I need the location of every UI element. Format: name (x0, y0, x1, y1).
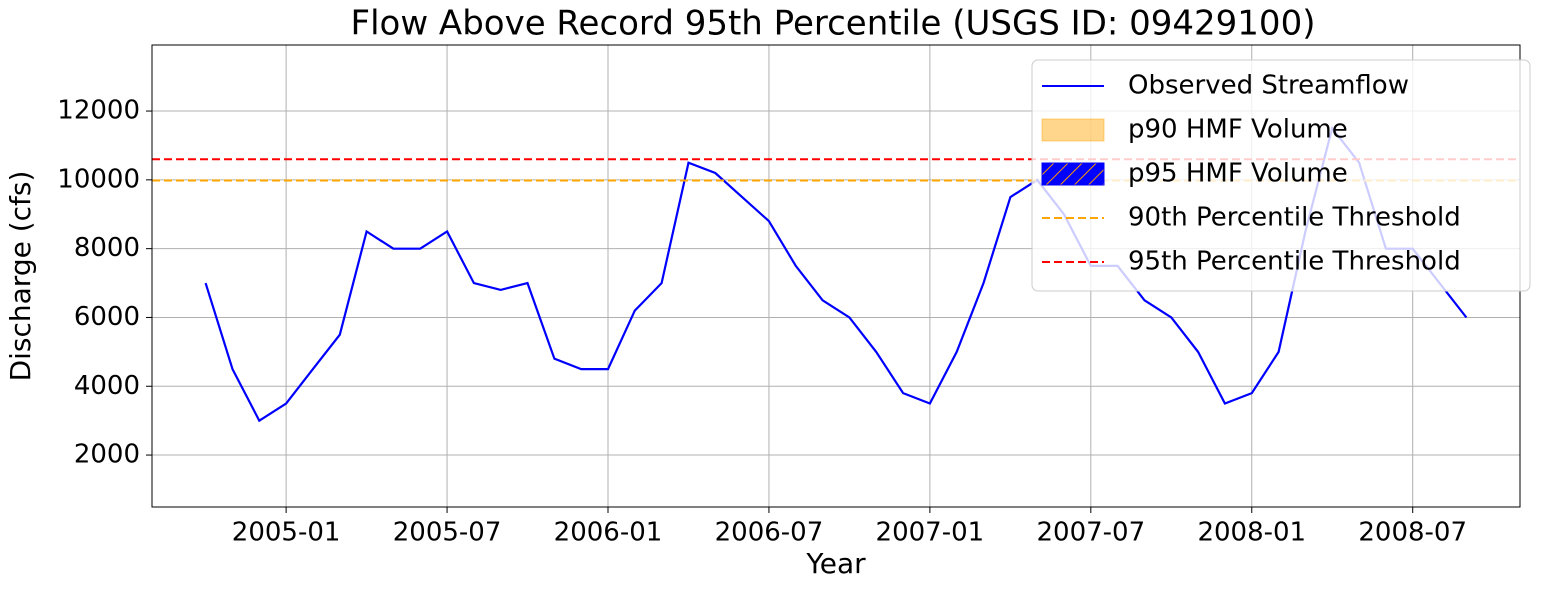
chart-title: Flow Above Record 95th Percentile (USGS … (351, 4, 1316, 44)
x-tick-label: 2005-01 (232, 518, 341, 548)
x-tick-label: 2006-07 (715, 518, 824, 548)
x-tick-label: 2006-01 (554, 518, 663, 548)
legend-label: 90th Percentile Threshold (1128, 203, 1461, 233)
legend-box (1031, 59, 1531, 292)
y-axis-label: Discharge (cfs) (4, 171, 37, 382)
legend-label: Observed Streamflow (1128, 71, 1409, 101)
legend-patch (1041, 162, 1105, 186)
streamflow-line (204, 125, 1468, 423)
x-tick-label: 2008-01 (1197, 518, 1306, 548)
legend-patch (1041, 118, 1105, 142)
x-tick-label: 2007-01 (876, 518, 985, 548)
legend: Observed Streamflow p90 HMF Volume p95 HMF… (1031, 59, 1531, 292)
x-tick-label: 2008-07 (1358, 518, 1467, 548)
y-tick-label: 2000 (74, 440, 140, 470)
x-axis-label: Year (805, 547, 866, 580)
y-tick-label: 8000 (74, 233, 140, 263)
y-tick-label: 12000 (57, 96, 140, 126)
y-tick-label: 4000 (74, 371, 140, 401)
x-tick-label: 2005-07 (393, 518, 502, 548)
legend-label: p90 HMF Volume (1128, 115, 1348, 145)
x-tick-label: 2007-07 (1037, 518, 1146, 548)
legend-label: 95th Percentile Threshold (1128, 247, 1461, 277)
y-tick-label: 6000 (74, 302, 140, 332)
legend-label: p95 HMF Volume (1128, 159, 1348, 189)
y-tick-label: 10000 (57, 164, 140, 194)
